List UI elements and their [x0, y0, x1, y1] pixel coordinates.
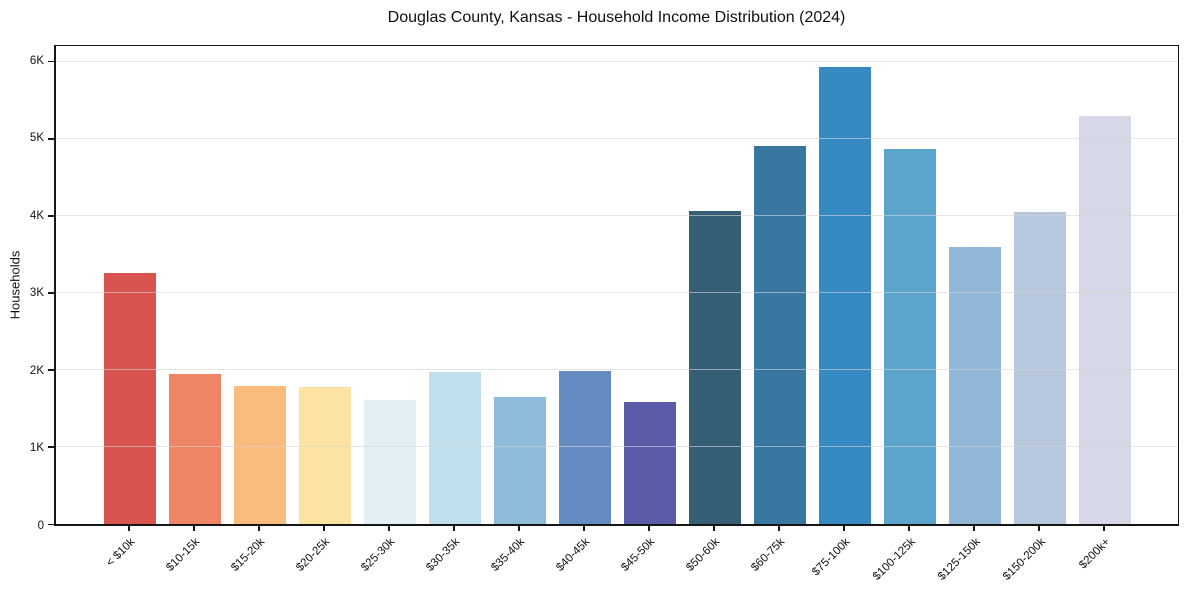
- bar: [168, 373, 221, 524]
- x-tick-mark: [973, 526, 975, 531]
- x-tick-mark: [843, 526, 845, 531]
- gridline: [56, 215, 1178, 217]
- y-tick-mark: [48, 138, 54, 140]
- bar: [233, 386, 286, 524]
- x-axis: < $10k $10-15k $15-20k $20-25k $25-30k $30-35…: [55, 526, 1177, 590]
- x-tick-mark: [778, 526, 780, 531]
- x-tick-mark: [518, 526, 520, 531]
- x-tick-mark: [193, 526, 195, 531]
- x-tick-mark: [323, 526, 325, 531]
- x-tick-mark: [388, 526, 390, 531]
- bar: [753, 146, 806, 524]
- gridline: [56, 446, 1178, 448]
- y-tick-mark: [48, 292, 54, 294]
- y-tick-label: 1K: [29, 442, 44, 455]
- y-tick-label: 4K: [29, 209, 44, 222]
- bar: [1013, 211, 1066, 524]
- y-tick-label: 2K: [29, 364, 44, 377]
- bar: [948, 247, 1001, 524]
- bar: [688, 211, 741, 524]
- x-tick-mark: [1103, 526, 1105, 531]
- bar: [298, 386, 351, 524]
- gridline: [56, 138, 1178, 140]
- bar: [428, 372, 481, 524]
- x-tick-mark: [908, 526, 910, 531]
- x-tick-mark: [258, 526, 260, 531]
- gridline: [56, 292, 1178, 294]
- y-tick-label: 6K: [29, 54, 44, 67]
- y-tick-mark: [48, 369, 54, 371]
- bar: [883, 148, 936, 524]
- bar: [818, 66, 871, 524]
- bar: [1078, 116, 1131, 524]
- x-tick-mark: [453, 526, 455, 531]
- y-tick-mark: [48, 523, 54, 525]
- y-tick-label: 3K: [29, 287, 44, 300]
- x-tick-mark: [648, 526, 650, 531]
- x-tick-mark: [713, 526, 715, 531]
- x-tick-mark: [583, 526, 585, 531]
- bar: [363, 399, 416, 524]
- x-tick-mark: [1038, 526, 1040, 531]
- y-tick-label: 0: [37, 520, 44, 532]
- y-tick-mark: [48, 446, 54, 448]
- gridline: [56, 60, 1178, 62]
- y-tick-mark: [48, 60, 54, 63]
- plot-area: [48, 45, 1179, 526]
- y-tick-label: 5K: [29, 132, 44, 145]
- gridline: [56, 369, 1178, 371]
- chart-title: Douglas County, Kansas - Household Incom…: [387, 9, 846, 26]
- y-tick-mark: [48, 215, 54, 217]
- bar: [103, 273, 156, 524]
- bar: [493, 396, 546, 524]
- bars: [56, 46, 1178, 524]
- x-tick-mark: [128, 526, 130, 531]
- bar: [623, 402, 676, 524]
- y-tick-labels: 0 1K 2K 3K 4K 5K 6K: [0, 45, 44, 532]
